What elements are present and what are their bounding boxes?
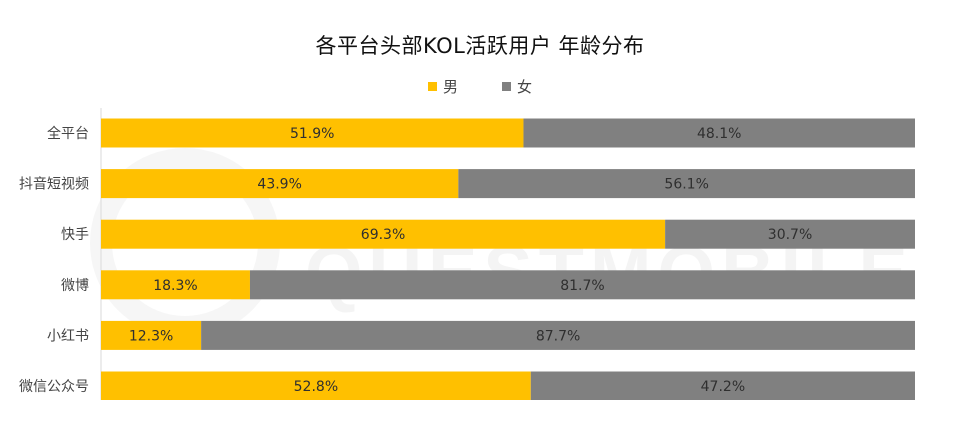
data-label-female: 48.1% <box>697 126 741 142</box>
data-label-female: 87.7% <box>536 328 580 344</box>
stacked-bar-chart: 全平台 51.9% 48.1% 抖音短视频 43.9% 56.1% 快手 69.3% 30.7%… <box>0 0 960 400</box>
data-label-female: 47.2% <box>701 379 745 395</box>
data-label-male: 52.8% <box>294 379 338 395</box>
category-label: 全平台 <box>47 125 89 142</box>
category-label: 微博 <box>61 277 89 294</box>
data-label-male: 12.3% <box>129 328 173 344</box>
data-label-male: 18.3% <box>153 278 197 294</box>
data-label-female: 81.7% <box>560 278 604 294</box>
category-label: 微信公众号 <box>19 379 89 395</box>
data-label-male: 69.3% <box>361 227 405 243</box>
category-label: 快手 <box>61 227 89 243</box>
data-label-female: 56.1% <box>664 177 708 193</box>
category-label: 抖音短视频 <box>19 176 89 193</box>
category-label: 小红书 <box>47 328 89 344</box>
data-label-male: 43.9% <box>257 177 301 193</box>
data-label-female: 30.7% <box>768 227 812 243</box>
data-label-male: 51.9% <box>290 126 334 142</box>
